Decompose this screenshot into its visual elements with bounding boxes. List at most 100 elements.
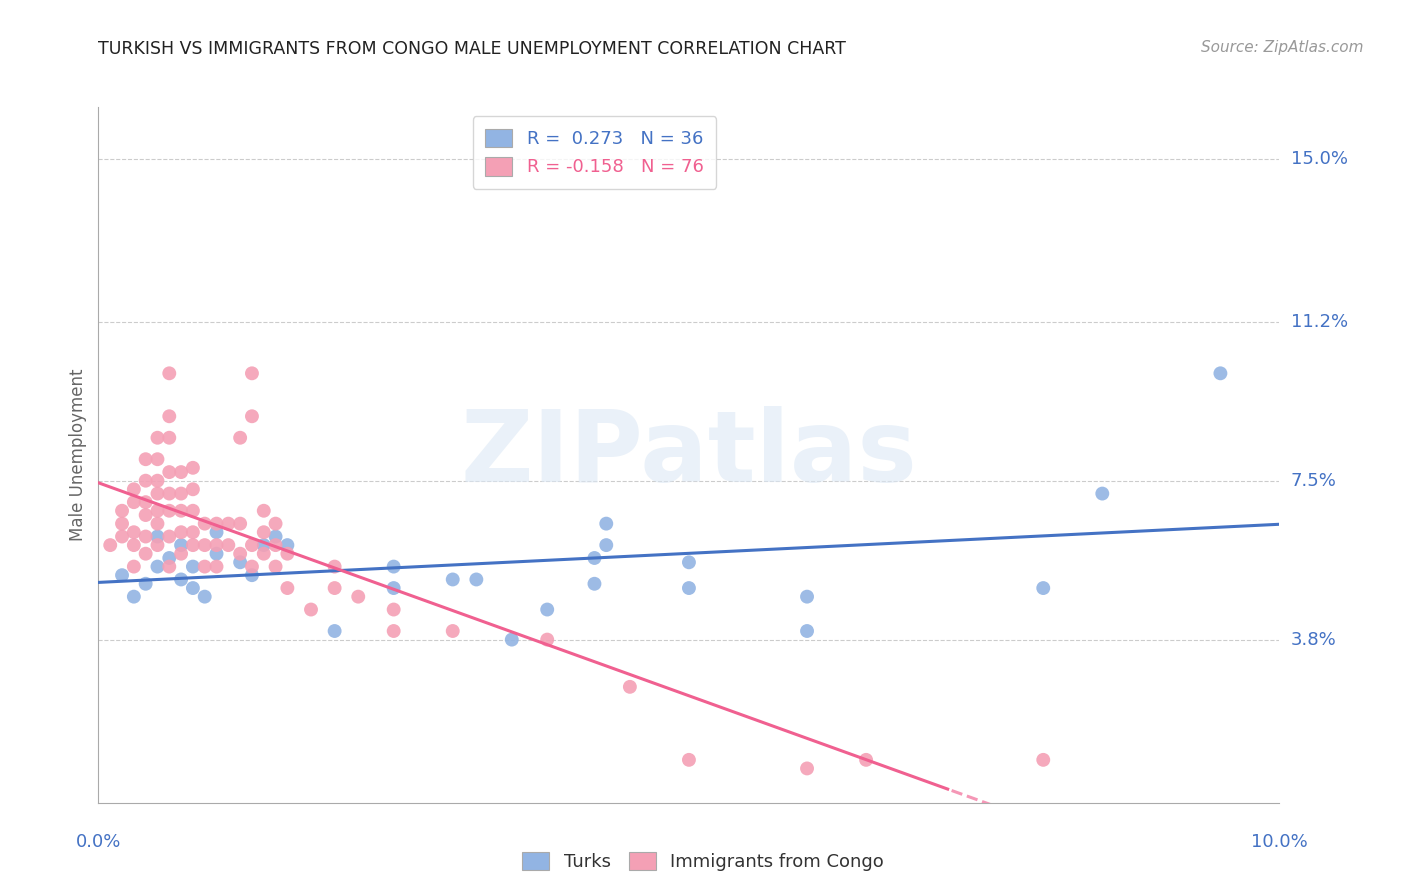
Point xyxy=(240,568,263,582)
Point xyxy=(146,529,169,543)
Point xyxy=(135,495,157,509)
Text: Source: ZipAtlas.com: Source: ZipAtlas.com xyxy=(1201,40,1364,55)
Point xyxy=(157,504,180,518)
Point xyxy=(323,581,346,595)
Point xyxy=(135,547,157,561)
Point xyxy=(240,538,263,552)
Point xyxy=(170,504,193,518)
Point xyxy=(181,581,204,595)
Legend: Turks, Immigrants from Congo: Turks, Immigrants from Congo xyxy=(515,845,891,879)
Point xyxy=(181,559,204,574)
Point xyxy=(1209,367,1232,381)
Point xyxy=(1032,581,1054,595)
Point xyxy=(299,602,322,616)
Point xyxy=(501,632,523,647)
Text: 0.0%: 0.0% xyxy=(76,833,121,851)
Point xyxy=(264,529,287,543)
Point xyxy=(122,483,145,497)
Point xyxy=(217,516,239,531)
Point xyxy=(382,602,405,616)
Text: 3.8%: 3.8% xyxy=(1291,631,1336,648)
Point xyxy=(382,581,405,595)
Point xyxy=(441,573,464,587)
Point xyxy=(170,486,193,500)
Point xyxy=(796,624,818,638)
Point xyxy=(122,559,145,574)
Point xyxy=(796,590,818,604)
Point xyxy=(347,590,370,604)
Point xyxy=(98,538,121,552)
Legend: R =  0.273   N = 36, R = -0.158   N = 76: R = 0.273 N = 36, R = -0.158 N = 76 xyxy=(472,116,716,189)
Point xyxy=(194,516,217,531)
Point xyxy=(240,367,263,381)
Point xyxy=(111,516,134,531)
Point xyxy=(157,465,180,479)
Text: 7.5%: 7.5% xyxy=(1291,472,1337,490)
Point xyxy=(146,538,169,552)
Point xyxy=(678,555,700,569)
Point xyxy=(146,516,169,531)
Point xyxy=(253,525,276,540)
Point xyxy=(194,538,217,552)
Point xyxy=(111,529,134,543)
Point xyxy=(1091,486,1114,500)
Point xyxy=(323,624,346,638)
Text: 11.2%: 11.2% xyxy=(1291,313,1348,331)
Point xyxy=(135,508,157,522)
Point xyxy=(146,504,169,518)
Point xyxy=(194,559,217,574)
Point xyxy=(595,538,617,552)
Point xyxy=(678,581,700,595)
Point xyxy=(181,504,204,518)
Point xyxy=(122,495,145,509)
Point xyxy=(583,551,606,566)
Point xyxy=(122,525,145,540)
Point xyxy=(170,538,193,552)
Point xyxy=(157,529,180,543)
Y-axis label: Male Unemployment: Male Unemployment xyxy=(69,368,87,541)
Point xyxy=(264,559,287,574)
Point xyxy=(276,547,298,561)
Point xyxy=(855,753,877,767)
Text: 15.0%: 15.0% xyxy=(1291,150,1347,168)
Point xyxy=(323,559,346,574)
Point xyxy=(441,624,464,638)
Point xyxy=(382,559,405,574)
Point xyxy=(146,474,169,488)
Point xyxy=(146,559,169,574)
Point xyxy=(157,367,180,381)
Point xyxy=(170,573,193,587)
Point xyxy=(229,516,252,531)
Point xyxy=(157,551,180,566)
Point xyxy=(536,602,558,616)
Point xyxy=(146,431,169,445)
Point xyxy=(465,573,488,587)
Point xyxy=(135,474,157,488)
Point xyxy=(157,431,180,445)
Point xyxy=(229,555,252,569)
Point xyxy=(157,486,180,500)
Point xyxy=(253,547,276,561)
Point xyxy=(382,624,405,638)
Point xyxy=(205,559,228,574)
Point xyxy=(146,452,169,467)
Text: TURKISH VS IMMIGRANTS FROM CONGO MALE UNEMPLOYMENT CORRELATION CHART: TURKISH VS IMMIGRANTS FROM CONGO MALE UN… xyxy=(98,40,846,58)
Point xyxy=(229,431,252,445)
Point xyxy=(205,516,228,531)
Point xyxy=(194,590,217,604)
Point xyxy=(111,504,134,518)
Point xyxy=(205,538,228,552)
Point xyxy=(595,516,617,531)
Point xyxy=(253,504,276,518)
Point xyxy=(264,516,287,531)
Point xyxy=(135,452,157,467)
Point xyxy=(181,483,204,497)
Point xyxy=(1032,753,1054,767)
Point xyxy=(135,576,157,591)
Point xyxy=(135,529,157,543)
Point xyxy=(170,525,193,540)
Point xyxy=(276,538,298,552)
Point xyxy=(796,761,818,775)
Point xyxy=(276,581,298,595)
Text: 10.0%: 10.0% xyxy=(1251,833,1308,851)
